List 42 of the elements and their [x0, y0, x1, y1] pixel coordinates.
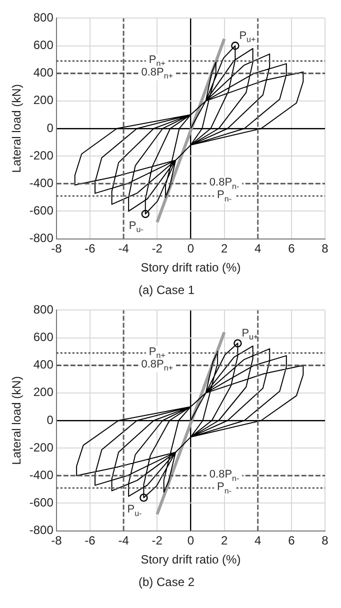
x-tick-label: -2	[152, 533, 163, 548]
y-tick-label: 400	[33, 66, 54, 80]
x-tick-label: 8	[322, 241, 329, 256]
x-tick-label: -8	[51, 533, 62, 548]
y-axis-title: Lateral load (kN)	[10, 84, 24, 173]
y-tick-label: -800	[29, 231, 54, 246]
x-tick-label: 6	[288, 241, 296, 256]
y-axis-title: Lateral load (kN)	[10, 376, 24, 465]
x-tick-label: 0	[187, 241, 194, 256]
x-tick-label: 2	[220, 533, 228, 548]
y-tick-label: 400	[33, 358, 54, 372]
x-axis-title: Story drift ratio (%)	[140, 552, 241, 567]
y-tick-label: -600	[29, 496, 54, 510]
y-tick-label: -200	[29, 148, 54, 162]
y-tick-label: 200	[33, 385, 54, 400]
x-tick-label: -4	[118, 241, 130, 256]
x-tick-label: -6	[84, 241, 96, 256]
text: (b) Case 2	[138, 575, 195, 590]
y-tick-label: 800	[33, 10, 54, 25]
x-tick-label: 6	[288, 533, 296, 548]
y-tick-label: 600	[33, 330, 54, 344]
y-tick-label: 800	[33, 302, 54, 317]
x-axis-title: Story drift ratio (%)	[140, 260, 241, 275]
text: (a) Case 1	[138, 283, 195, 298]
x-tick-label: 4	[254, 533, 262, 548]
y-tick-label: 0	[46, 120, 54, 135]
x-tick-label: -8	[51, 241, 62, 256]
x-tick-label: 2	[220, 241, 228, 256]
y-tick-label: -600	[29, 204, 54, 218]
y-tick-label: 600	[33, 38, 54, 52]
x-tick-label: 4	[254, 241, 262, 256]
x-tick-label: 8	[322, 533, 329, 548]
y-tick-label: -400	[29, 176, 54, 190]
x-tick-label: -2	[152, 241, 163, 256]
y-tick-label: -800	[29, 523, 54, 538]
x-tick-label: 0	[187, 533, 194, 548]
x-tick-label: -6	[84, 533, 96, 548]
x-tick-label: -4	[118, 533, 130, 548]
y-tick-label: -400	[29, 468, 54, 482]
y-tick-label: -200	[29, 440, 54, 454]
y-tick-label: 200	[33, 93, 54, 108]
y-tick-label: 0	[46, 412, 54, 427]
